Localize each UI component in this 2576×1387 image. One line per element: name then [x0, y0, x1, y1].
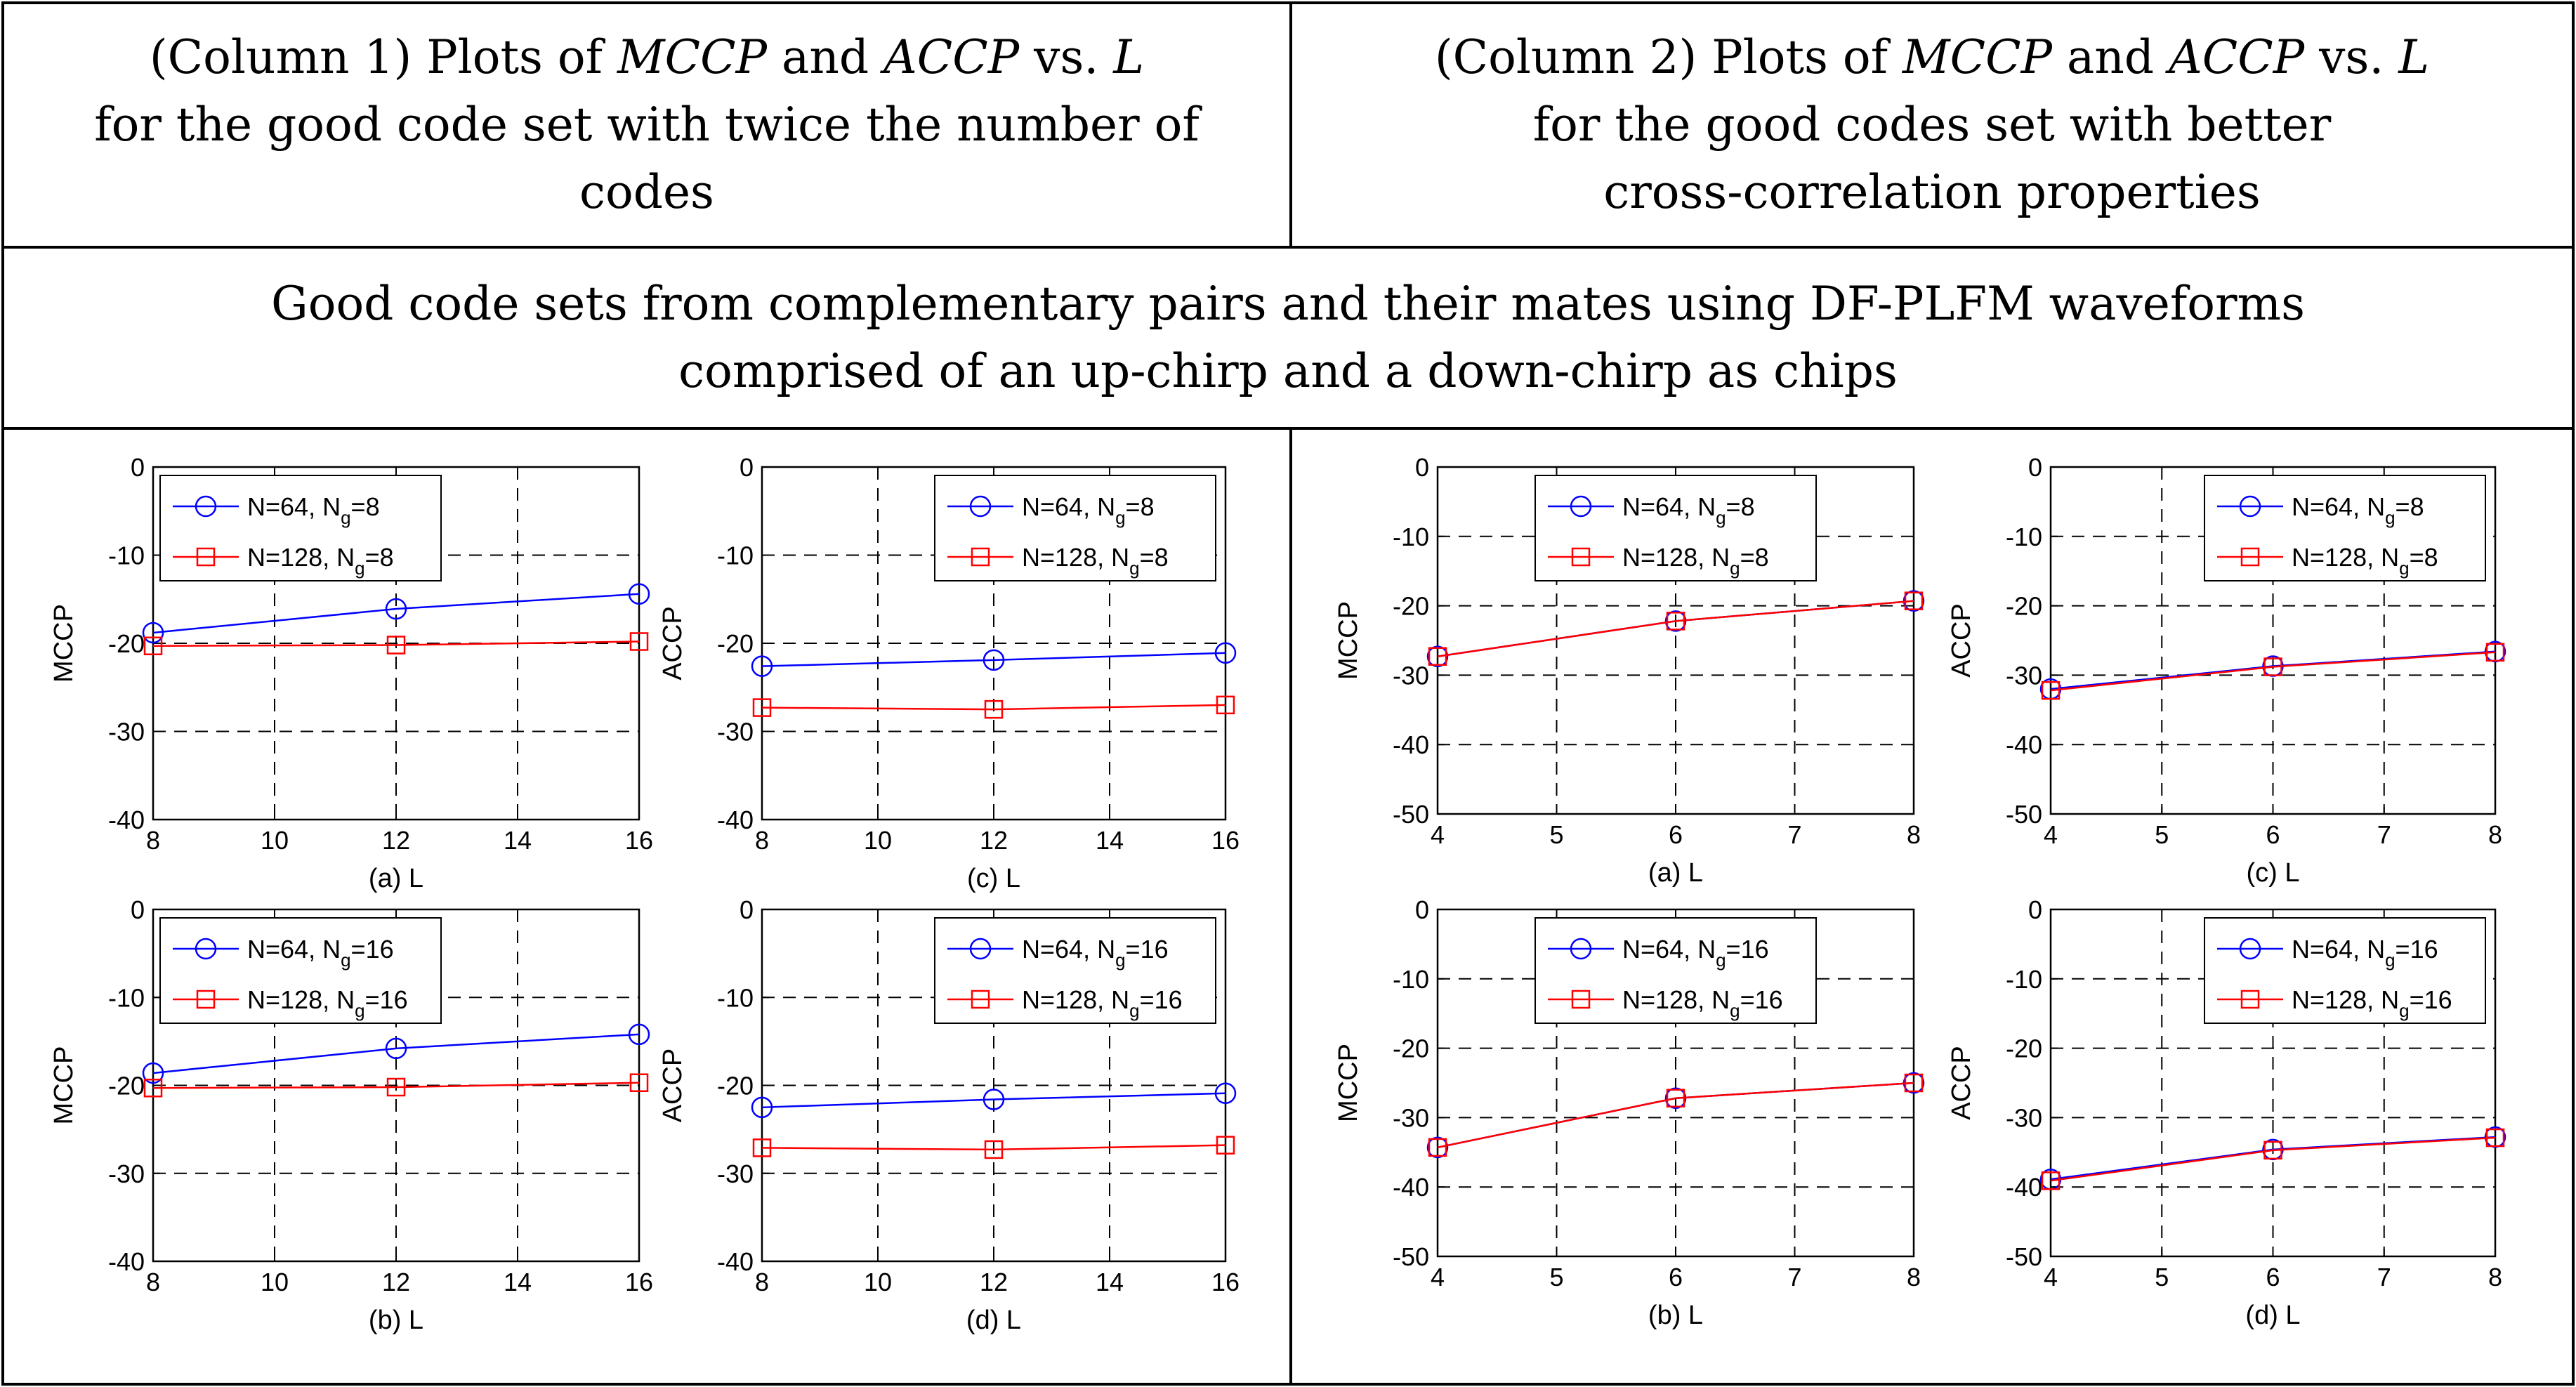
- column1-charts-panel: [1, 427, 1292, 1386]
- figure-title-banner: Good code sets from complementary pairs …: [1, 246, 2575, 430]
- column2-header-line3: cross-correlation properties: [1603, 165, 2261, 219]
- column2-header: (Column 2) Plots of MCCP and ACCP vs. L …: [1289, 1, 2575, 249]
- column1-header-line2: for the good code set with twice the num…: [94, 98, 1200, 152]
- column2-header-line2: for the good codes set with better: [1532, 98, 2332, 152]
- column1-header-line3: codes: [579, 165, 714, 219]
- figure-title-line1: Good code sets from complementary pairs …: [270, 277, 2305, 331]
- column2-charts-panel: [1289, 427, 2575, 1386]
- column1-header: (Column 1) Plots of MCCP and ACCP vs. L …: [1, 1, 1292, 249]
- column2-header-line1: (Column 2) Plots of MCCP and ACCP vs. L: [1434, 30, 2430, 84]
- figure-title-line2: comprised of an up-chirp and a down-chir…: [678, 344, 1898, 398]
- column1-header-line1: (Column 1) Plots of MCCP and ACCP vs. L: [149, 30, 1145, 84]
